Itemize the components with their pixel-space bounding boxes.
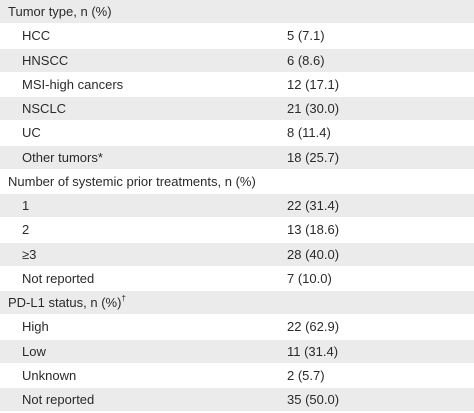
row-label: Unknown xyxy=(22,367,77,383)
section-header-tumor-type: Tumor type, n (%) xyxy=(0,0,474,25)
row-value: 6 (8.6) xyxy=(287,52,325,68)
section-header-prior-treatments: Number of systemic prior treatments, n (… xyxy=(0,169,474,194)
row-label: HCC xyxy=(22,28,51,44)
row-label: Not reported xyxy=(22,392,95,407)
table-row: NSCLC 21 (30.0) xyxy=(0,97,474,122)
row-value: 21 (30.0) xyxy=(287,101,340,116)
row-value: 7 (10.0) xyxy=(287,270,332,286)
row-value: 22 (62.9) xyxy=(287,319,340,335)
row-label: Not reported xyxy=(22,270,95,286)
section-header-label: Number of systemic prior treatments, n (… xyxy=(8,173,256,189)
dagger-footnote-mark: † xyxy=(121,293,126,303)
row-label: High xyxy=(22,319,49,335)
row-label: Other tumors* xyxy=(22,149,103,165)
row-value: 28 (40.0) xyxy=(287,246,340,262)
section-header-pd-l1-status: PD-L1 status, n (%)† xyxy=(0,291,474,316)
row-label: ≥3 xyxy=(22,246,37,262)
row-value: 13 (18.6) xyxy=(287,222,340,238)
row-label: 1 xyxy=(22,198,30,213)
row-label: 2 xyxy=(22,222,30,238)
table-row: High 22 (62.9) xyxy=(0,315,474,340)
row-value: 18 (25.7) xyxy=(287,149,340,165)
table-row: HNSCC 6 (8.6) xyxy=(0,48,474,73)
row-value: 22 (31.4) xyxy=(287,198,340,213)
table-row: Other tumors* 18 (25.7) xyxy=(0,145,474,170)
section-header-text: PD-L1 status, n (%) xyxy=(8,295,122,310)
section-header-label: Tumor type, n (%) xyxy=(8,4,112,19)
row-label: HNSCC xyxy=(22,52,69,68)
table-row: ≥3 28 (40.0) xyxy=(0,242,474,267)
row-label: UC xyxy=(22,125,41,141)
table-row: Not reported 35 (50.0) xyxy=(0,388,474,413)
row-value: 11 (31.4) xyxy=(287,343,339,359)
table-row: HCC 5 (7.1) xyxy=(0,24,474,49)
table-row: 2 13 (18.6) xyxy=(0,218,474,243)
table-row: MSI-high cancers 12 (17.1) xyxy=(0,72,474,97)
row-label: MSI-high cancers xyxy=(22,76,124,92)
row-label: Low xyxy=(22,343,46,359)
row-value: 2 (5.7) xyxy=(287,367,325,383)
table-row: UC 8 (11.4) xyxy=(0,121,474,146)
row-value: 5 (7.1) xyxy=(287,28,325,44)
row-label: NSCLC xyxy=(22,101,67,116)
table-row: 1 22 (31.4) xyxy=(0,194,474,219)
row-value: 12 (17.1) xyxy=(287,76,340,92)
row-value: 8 (11.4) xyxy=(287,125,331,141)
table-row: Unknown 2 (5.7) xyxy=(0,363,474,388)
section-header-label: PD-L1 status, n (%)† xyxy=(8,291,126,315)
row-value: 35 (50.0) xyxy=(287,392,340,407)
table-row: Not reported 7 (10.0) xyxy=(0,266,474,291)
table-row: Low 11 (31.4) xyxy=(0,339,474,364)
